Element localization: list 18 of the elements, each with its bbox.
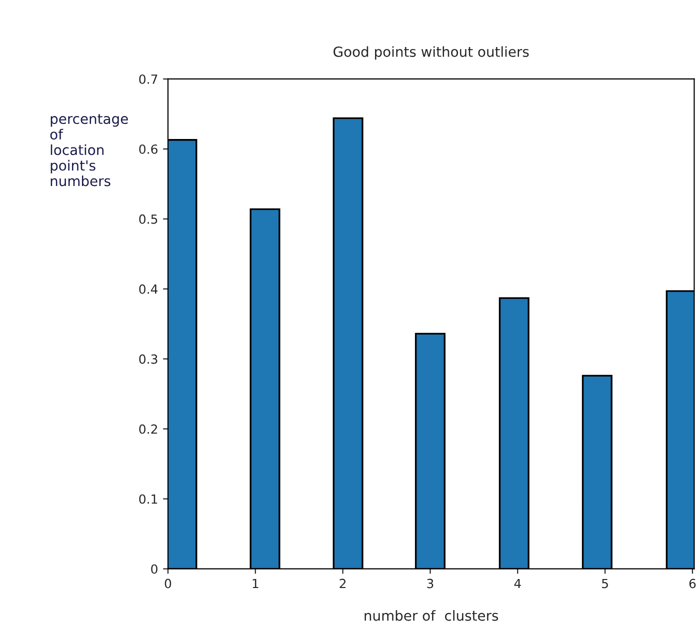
y-tick-label: 0.6 [139,144,158,154]
x-tick-label: 2 [340,578,346,588]
chart-title: Good points without outliers [334,46,529,60]
y-tick-label: 0.4 [139,284,158,294]
y-tick-label: 0.7 [139,74,158,84]
x-tick-label: 4 [514,578,521,588]
y-tick-label: 0.2 [139,424,158,434]
y-tick-label: 0.5 [139,214,158,224]
x-tick-label: 6 [689,578,696,588]
x-axis-title: number of clusters [364,610,498,621]
y-tick-label: 0.3 [139,354,158,364]
y-tick-label: 0.1 [139,494,158,504]
y-tick-label: 0 [151,564,158,574]
x-tick-label: 5 [602,578,608,588]
x-tick-label: 0 [164,578,172,588]
y-axis-title: percentage of location point's numbers [50,114,128,186]
x-tick-label: 3 [427,578,434,588]
x-tick-label: 1 [252,578,258,588]
